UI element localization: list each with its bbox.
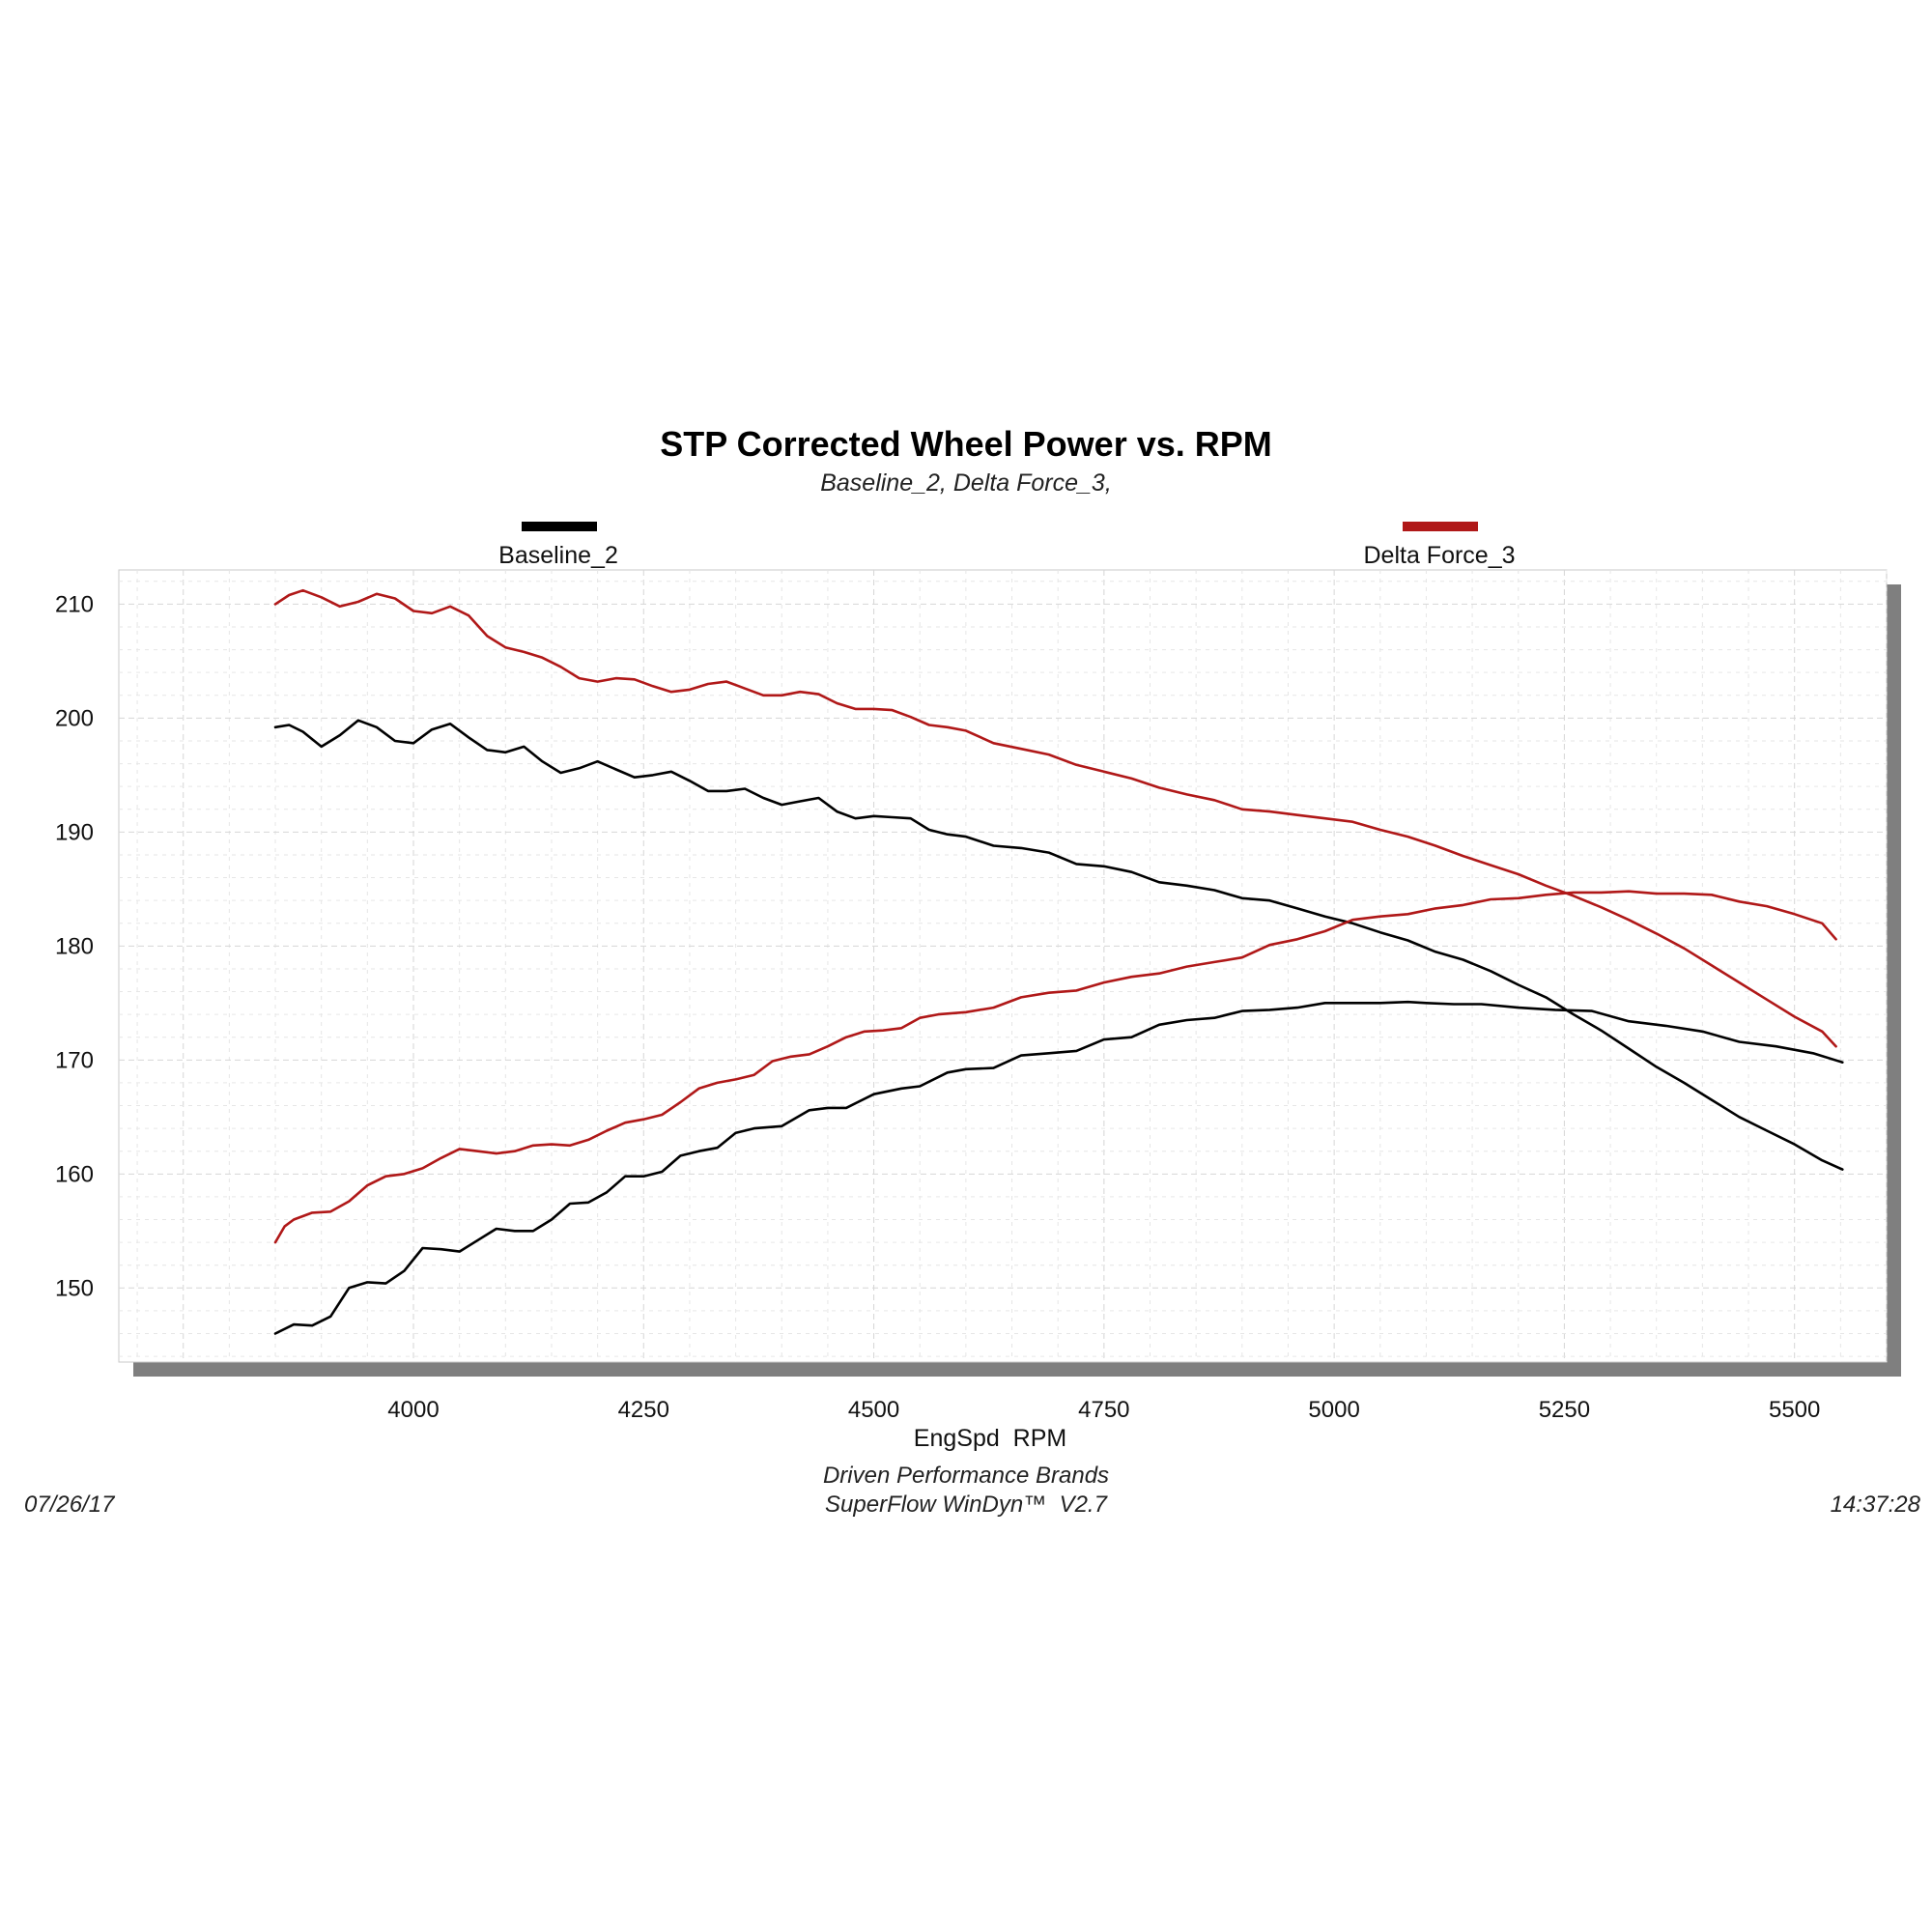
legend: Baseline_2 Delta Force_3 — [498, 522, 1516, 569]
series-layer — [273, 588, 1844, 1335]
legend-swatch-delta-force-3 — [1403, 522, 1478, 531]
x-tick-label: 5500 — [1769, 1397, 1820, 1423]
x-tick-label: 4250 — [618, 1397, 669, 1423]
footer-company: Driven Performance Brands — [823, 1463, 1109, 1489]
y-tick-label: 200 — [55, 705, 94, 731]
x-axis-label: EngSpd RPM — [914, 1425, 1066, 1452]
x-tick-label: 4000 — [387, 1397, 439, 1423]
x-tick-label: 4750 — [1078, 1397, 1129, 1423]
y-tick-label: 190 — [55, 819, 94, 845]
x-tick-label: 4500 — [848, 1397, 899, 1423]
chart-title: STP Corrected Wheel Power vs. RPM — [660, 424, 1272, 464]
y-tick-label: 180 — [55, 933, 94, 959]
footer-time: 14:37:28 — [1831, 1492, 1921, 1518]
plot-area — [118, 569, 1888, 1363]
chart-subtitle: Baseline_2, Delta Force_3, — [820, 469, 1112, 497]
series-line-delta-force-3-torque-down — [273, 588, 1837, 1048]
y-tick-label: 150 — [55, 1275, 94, 1301]
x-tick-label: 5000 — [1308, 1397, 1359, 1423]
series-line-delta-force-3-power-up — [273, 890, 1837, 1244]
y-tick-label: 160 — [55, 1161, 94, 1187]
grid-lines — [119, 570, 1888, 1362]
x-tick-label: 5250 — [1539, 1397, 1590, 1423]
legend-swatch-baseline-2 — [522, 522, 597, 531]
legend-label-baseline-2: Baseline_2 — [498, 542, 618, 569]
legend-label-delta-force-3: Delta Force_3 — [1363, 542, 1515, 569]
series-line-baseline-2-power-up — [273, 1000, 1844, 1335]
footer-date: 07/26/17 — [24, 1492, 116, 1518]
footer-software: SuperFlow WinDyn™ V2.7 — [825, 1492, 1109, 1518]
y-tick-label: 210 — [55, 591, 94, 617]
y-tick-label: 170 — [55, 1047, 94, 1073]
axes: 4000 4250 4500 4750 5000 5250 5500 150 160 170 180… — [55, 591, 1820, 1423]
series-line-baseline-2-torque-down — [273, 719, 1844, 1171]
